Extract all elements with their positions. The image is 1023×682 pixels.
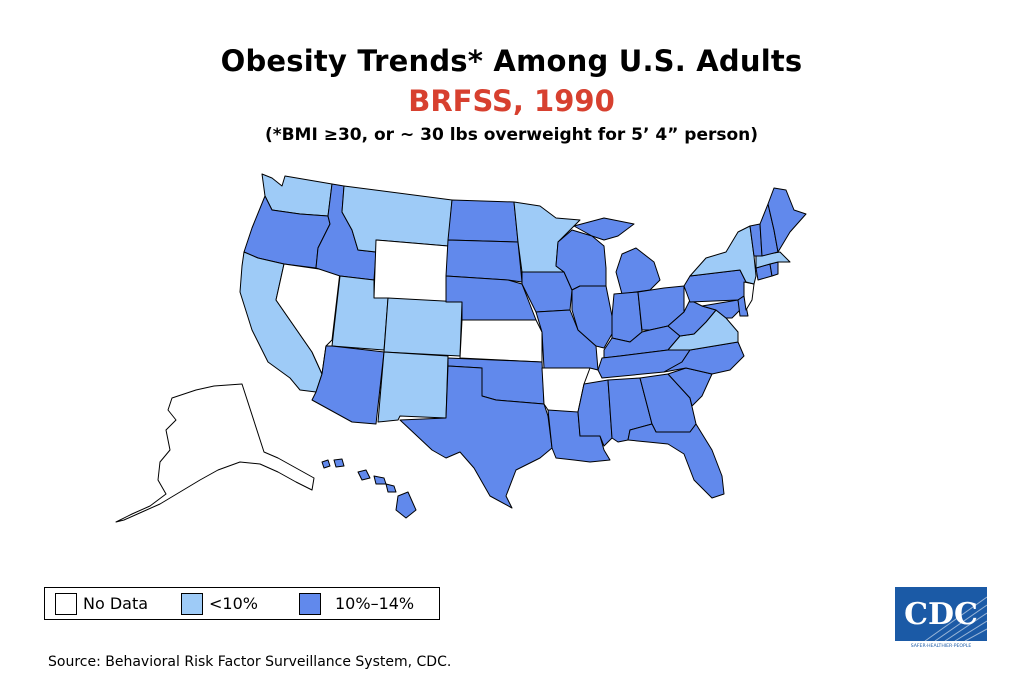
- state-ME: [767, 187, 807, 253]
- state-KS: [459, 319, 543, 363]
- legend-swatch: [299, 593, 321, 615]
- state-NJ: [743, 281, 755, 311]
- state-TX: [399, 365, 553, 509]
- state-MA: [755, 251, 791, 269]
- state-IN: [611, 291, 643, 343]
- map-title: Obesity Trends* Among U.S. Adults: [220, 44, 803, 78]
- source-note: Source: Behavioral Risk Factor Surveilla…: [48, 654, 452, 670]
- state-MS: [577, 379, 613, 447]
- state-SD: [445, 239, 523, 283]
- map-legend: No Data <10% 10%–14%: [44, 587, 440, 620]
- legend-label: No Data: [83, 594, 149, 613]
- state-NM: [377, 351, 449, 423]
- state-ND: [447, 199, 519, 243]
- legend-swatch: [55, 593, 77, 615]
- cdc-logo: CDC SAFER·HEALTHIER·PEOPLE: [895, 587, 987, 649]
- state-IL: [571, 285, 613, 349]
- state-CO: [383, 297, 463, 357]
- legend-label: 10%–14%: [335, 594, 415, 613]
- legend-label: <10%: [209, 594, 258, 613]
- state-AZ: [311, 345, 385, 425]
- state-WY: [373, 239, 449, 303]
- state-FL: [627, 423, 725, 499]
- logo-tagline: SAFER·HEALTHIER·PEOPLE: [911, 643, 972, 649]
- state-DE: [737, 295, 749, 317]
- state-AK: [115, 383, 315, 523]
- logo-text: CDC: [904, 597, 978, 632]
- state-MI: [573, 217, 661, 295]
- bmi-note: (*BMI ≥30, or ~ 30 lbs overweight for 5’…: [264, 125, 759, 145]
- state-HI: [321, 458, 417, 519]
- map-subtitle: BRFSS, 1990: [408, 84, 615, 118]
- legend-swatch: [181, 593, 203, 615]
